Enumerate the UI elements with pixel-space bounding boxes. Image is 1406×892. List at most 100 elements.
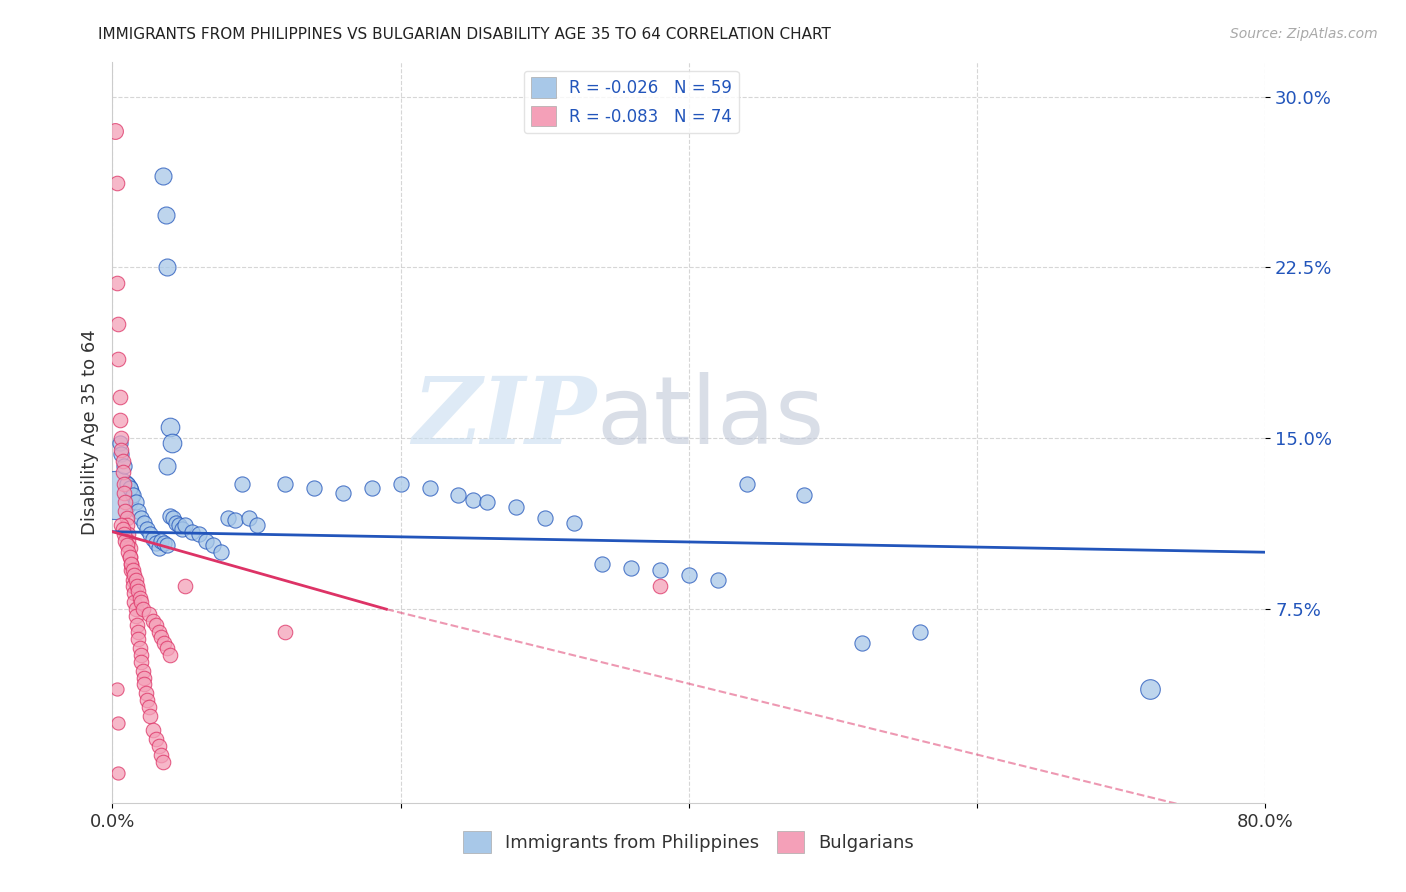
Point — [202, 538, 225, 552]
Point — [173, 517, 195, 532]
Point — [142, 532, 165, 546]
Point — [132, 602, 155, 616]
Point — [136, 693, 159, 707]
Point — [112, 527, 135, 541]
Point — [851, 636, 873, 650]
Point — [162, 511, 184, 525]
Point — [170, 523, 193, 537]
Point — [111, 454, 134, 468]
Point — [360, 482, 382, 496]
Point — [127, 624, 149, 639]
Point — [117, 527, 139, 541]
Point — [231, 476, 253, 491]
Point — [139, 709, 162, 723]
Point — [150, 630, 173, 644]
Point — [127, 632, 149, 646]
Point — [118, 549, 141, 564]
Point — [156, 538, 179, 552]
Legend: Immigrants from Philippines, Bulgarians: Immigrants from Philippines, Bulgarians — [456, 824, 922, 861]
Point — [118, 549, 141, 564]
Point — [224, 513, 246, 527]
Point — [124, 495, 146, 509]
Point — [124, 602, 146, 616]
Point — [534, 511, 557, 525]
Point — [108, 435, 131, 450]
Y-axis label: Disability Age 35 to 64: Disability Age 35 to 64 — [80, 330, 98, 535]
Text: ZIP: ZIP — [412, 373, 596, 463]
Point — [156, 640, 179, 655]
Point — [150, 747, 173, 762]
Point — [112, 458, 135, 473]
Point — [115, 517, 138, 532]
Point — [145, 618, 167, 632]
Point — [120, 564, 142, 578]
Point — [124, 609, 146, 624]
Point — [160, 435, 183, 450]
Point — [274, 624, 297, 639]
Point — [419, 482, 441, 496]
Point — [620, 561, 643, 575]
Point — [150, 533, 173, 548]
Point — [121, 579, 143, 593]
Point — [129, 595, 153, 609]
Point — [142, 723, 165, 737]
Point — [108, 390, 131, 404]
Point — [707, 573, 730, 587]
Point — [120, 557, 142, 571]
Point — [908, 624, 931, 639]
Text: Source: ZipAtlas.com: Source: ZipAtlas.com — [1230, 27, 1378, 41]
Point — [153, 636, 176, 650]
Point — [105, 681, 128, 696]
Point — [125, 579, 148, 593]
Point — [188, 527, 211, 541]
Point — [332, 486, 354, 500]
Point — [505, 500, 527, 514]
Point — [117, 545, 139, 559]
Point — [122, 595, 145, 609]
Point — [148, 739, 170, 753]
Point — [115, 538, 138, 552]
Point — [107, 766, 129, 780]
Point — [1139, 681, 1161, 696]
Point — [145, 536, 167, 550]
Point — [111, 466, 134, 480]
Point — [138, 700, 160, 714]
Point — [104, 488, 127, 502]
Point — [121, 488, 143, 502]
Point — [129, 655, 153, 669]
Point — [165, 516, 187, 530]
Point — [111, 523, 134, 537]
Point — [447, 488, 470, 502]
Point — [117, 533, 139, 548]
Point — [304, 482, 326, 496]
Point — [132, 664, 155, 678]
Point — [115, 511, 138, 525]
Point — [145, 731, 167, 746]
Point — [121, 573, 143, 587]
Point — [650, 579, 672, 593]
Point — [134, 677, 156, 691]
Point — [238, 511, 260, 525]
Point — [134, 671, 156, 685]
Point — [152, 169, 174, 184]
Point — [107, 716, 129, 731]
Point — [120, 557, 142, 571]
Point — [173, 579, 195, 593]
Text: atlas: atlas — [596, 372, 825, 464]
Point — [148, 541, 170, 555]
Point — [217, 511, 239, 525]
Point — [461, 492, 484, 507]
Point — [180, 524, 202, 539]
Text: IMMIGRANTS FROM PHILIPPINES VS BULGARIAN DISABILITY AGE 35 TO 64 CORRELATION CHA: IMMIGRANTS FROM PHILIPPINES VS BULGARIAN… — [98, 27, 831, 42]
Point — [107, 318, 129, 332]
Point — [112, 476, 135, 491]
Point — [110, 431, 132, 445]
Point — [110, 447, 132, 461]
Point — [129, 648, 153, 662]
Point — [152, 755, 174, 769]
Point — [159, 508, 181, 523]
Point — [110, 517, 132, 532]
Point — [124, 573, 146, 587]
Point — [110, 442, 132, 457]
Point — [159, 420, 181, 434]
